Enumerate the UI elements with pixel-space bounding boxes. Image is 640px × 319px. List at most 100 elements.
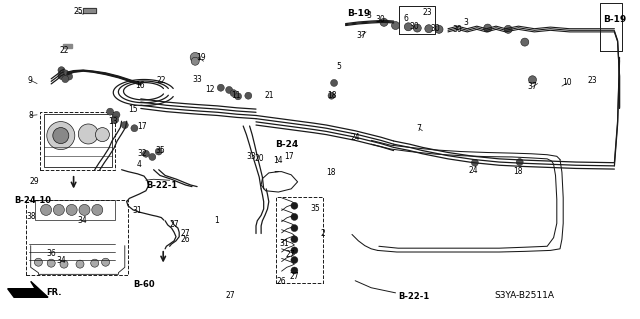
Circle shape bbox=[504, 25, 512, 33]
Text: 3: 3 bbox=[367, 11, 372, 20]
Text: 24: 24 bbox=[468, 167, 479, 175]
Text: 17: 17 bbox=[137, 122, 147, 131]
Text: 18: 18 bbox=[326, 168, 335, 177]
Text: 27: 27 bbox=[169, 220, 179, 229]
Circle shape bbox=[235, 93, 241, 100]
Text: 25: 25 bbox=[73, 7, 83, 16]
Text: 16: 16 bbox=[134, 81, 145, 90]
Text: 27: 27 bbox=[180, 229, 191, 238]
Text: 20: 20 bbox=[254, 154, 264, 163]
Polygon shape bbox=[63, 44, 72, 48]
Text: 36: 36 bbox=[46, 249, 56, 258]
Circle shape bbox=[291, 247, 298, 254]
Text: 30: 30 bbox=[430, 24, 440, 33]
Circle shape bbox=[245, 92, 252, 99]
Text: 27: 27 bbox=[289, 272, 300, 281]
Circle shape bbox=[425, 25, 433, 33]
Circle shape bbox=[521, 38, 529, 46]
Text: 18: 18 bbox=[514, 167, 523, 176]
Circle shape bbox=[131, 125, 138, 132]
Circle shape bbox=[58, 72, 65, 79]
Text: B-60: B-60 bbox=[133, 280, 155, 289]
Circle shape bbox=[35, 258, 42, 266]
Text: 31: 31 bbox=[279, 239, 289, 248]
Text: 14: 14 bbox=[273, 156, 283, 165]
Text: 26: 26 bbox=[276, 277, 287, 286]
Circle shape bbox=[122, 122, 128, 129]
Text: 33: 33 bbox=[192, 75, 202, 84]
Circle shape bbox=[149, 153, 156, 160]
Circle shape bbox=[156, 148, 162, 155]
Text: B-19: B-19 bbox=[347, 9, 370, 18]
Circle shape bbox=[291, 267, 298, 274]
Circle shape bbox=[47, 259, 55, 267]
Circle shape bbox=[435, 25, 443, 33]
Circle shape bbox=[191, 57, 199, 65]
Circle shape bbox=[52, 128, 69, 144]
Text: 19: 19 bbox=[196, 53, 206, 62]
Text: 17: 17 bbox=[284, 152, 294, 161]
Text: 22: 22 bbox=[60, 46, 68, 55]
Text: 26: 26 bbox=[180, 235, 191, 244]
Text: 11: 11 bbox=[231, 91, 240, 100]
Circle shape bbox=[291, 225, 298, 232]
Text: 35: 35 bbox=[155, 146, 165, 155]
Text: 5: 5 bbox=[337, 63, 342, 71]
Circle shape bbox=[66, 204, 77, 215]
Text: 35: 35 bbox=[310, 204, 320, 213]
Circle shape bbox=[62, 76, 68, 83]
Circle shape bbox=[230, 90, 237, 97]
Bar bbox=[26, 200, 128, 275]
Text: 22: 22 bbox=[157, 76, 166, 85]
Circle shape bbox=[143, 150, 149, 157]
Text: 30: 30 bbox=[375, 15, 385, 24]
Text: 23: 23 bbox=[588, 76, 598, 85]
Circle shape bbox=[218, 84, 224, 91]
Text: 4: 4 bbox=[137, 160, 142, 169]
Circle shape bbox=[516, 159, 523, 166]
Text: 33: 33 bbox=[246, 152, 256, 161]
Text: 37: 37 bbox=[527, 82, 538, 91]
Text: 24: 24 bbox=[350, 133, 360, 142]
Text: 8: 8 bbox=[28, 111, 33, 120]
Circle shape bbox=[76, 260, 84, 268]
Text: 34: 34 bbox=[77, 216, 87, 225]
Circle shape bbox=[226, 86, 232, 93]
Circle shape bbox=[79, 204, 90, 215]
Text: 23: 23 bbox=[422, 8, 433, 17]
Circle shape bbox=[190, 52, 200, 63]
Text: S3YA-B2511A: S3YA-B2511A bbox=[495, 291, 555, 300]
Text: 27: 27 bbox=[225, 291, 236, 300]
Circle shape bbox=[95, 128, 109, 142]
Circle shape bbox=[291, 256, 298, 263]
Text: B-24: B-24 bbox=[275, 140, 298, 149]
Bar bbox=[44, 114, 112, 167]
Circle shape bbox=[404, 23, 412, 31]
Bar bbox=[276, 197, 323, 283]
Text: 30: 30 bbox=[452, 26, 462, 34]
Text: 7: 7 bbox=[417, 124, 422, 133]
Circle shape bbox=[60, 260, 68, 268]
Bar bbox=[40, 112, 115, 170]
Circle shape bbox=[107, 108, 113, 115]
Text: 3: 3 bbox=[463, 18, 468, 27]
Circle shape bbox=[392, 21, 399, 30]
Text: 9: 9 bbox=[27, 76, 32, 85]
Circle shape bbox=[380, 18, 388, 26]
Polygon shape bbox=[8, 281, 48, 297]
Circle shape bbox=[102, 258, 109, 266]
Circle shape bbox=[78, 124, 99, 144]
Circle shape bbox=[53, 204, 65, 215]
Circle shape bbox=[291, 213, 298, 220]
Circle shape bbox=[484, 24, 492, 32]
Circle shape bbox=[47, 122, 75, 150]
Text: 34: 34 bbox=[56, 256, 66, 265]
Text: 38: 38 bbox=[26, 212, 36, 221]
Circle shape bbox=[91, 259, 99, 267]
Text: 21: 21 bbox=[264, 91, 273, 100]
Circle shape bbox=[529, 76, 536, 84]
Text: 37: 37 bbox=[356, 31, 367, 40]
Bar bbox=[35, 200, 115, 220]
Circle shape bbox=[413, 24, 421, 32]
Circle shape bbox=[328, 92, 335, 99]
